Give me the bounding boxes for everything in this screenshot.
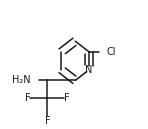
Text: F: F	[25, 93, 30, 103]
Text: H₂N: H₂N	[12, 75, 30, 85]
Text: F: F	[64, 93, 70, 103]
Text: N: N	[86, 65, 93, 75]
Text: Cl: Cl	[107, 47, 116, 57]
Text: F: F	[45, 116, 50, 126]
